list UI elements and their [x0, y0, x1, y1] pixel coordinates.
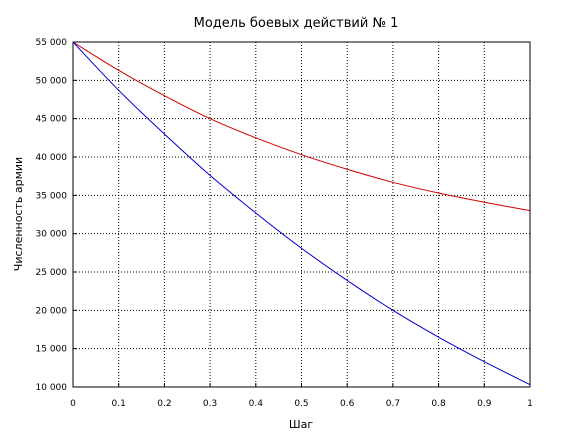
y-tick-label: 35 000 — [36, 191, 68, 201]
x-tick-label: 0.7 — [386, 399, 400, 409]
x-tick-label: 0.9 — [477, 399, 492, 409]
y-tick-label: 10 000 — [36, 383, 68, 393]
y-tick-label: 55 000 — [36, 38, 68, 48]
x-tick-label: 0.8 — [431, 399, 446, 409]
x-tick-label: 0.4 — [249, 399, 264, 409]
y-axis-title: Численность армии — [12, 157, 25, 271]
x-tick-label: 0 — [70, 399, 76, 409]
series-lines — [72, 41, 531, 386]
y-tick-label: 40 000 — [36, 153, 68, 163]
chart-title: Модель боевых действий № 1 — [194, 16, 399, 31]
x-tick-label: 0.5 — [294, 399, 308, 409]
x-tick-label: 0.6 — [340, 399, 355, 409]
series-line-2 — [72, 41, 531, 386]
y-tick-label: 20 000 — [36, 306, 68, 316]
y-tick-label: 30 000 — [36, 230, 68, 240]
y-tick-label: 50 000 — [36, 76, 68, 86]
axis-ticks: 0 0.1 0.2 0.3 0.4 0.5 0.6 0.7 0.8 0.9 1 10 000 15 00… — [36, 38, 533, 409]
x-tick-label: 1 — [527, 399, 533, 409]
x-tick-label: 0.2 — [157, 399, 171, 409]
grid — [73, 42, 530, 387]
series-line-1 — [72, 41, 531, 212]
y-tick-label: 25 000 — [36, 268, 68, 278]
y-tick-label: 15 000 — [36, 345, 68, 355]
x-tick-label: 0.3 — [203, 399, 217, 409]
x-axis-title: Шаг — [289, 418, 314, 431]
y-tick-label: 45 000 — [36, 115, 68, 125]
x-tick-label: 0.1 — [112, 399, 126, 409]
